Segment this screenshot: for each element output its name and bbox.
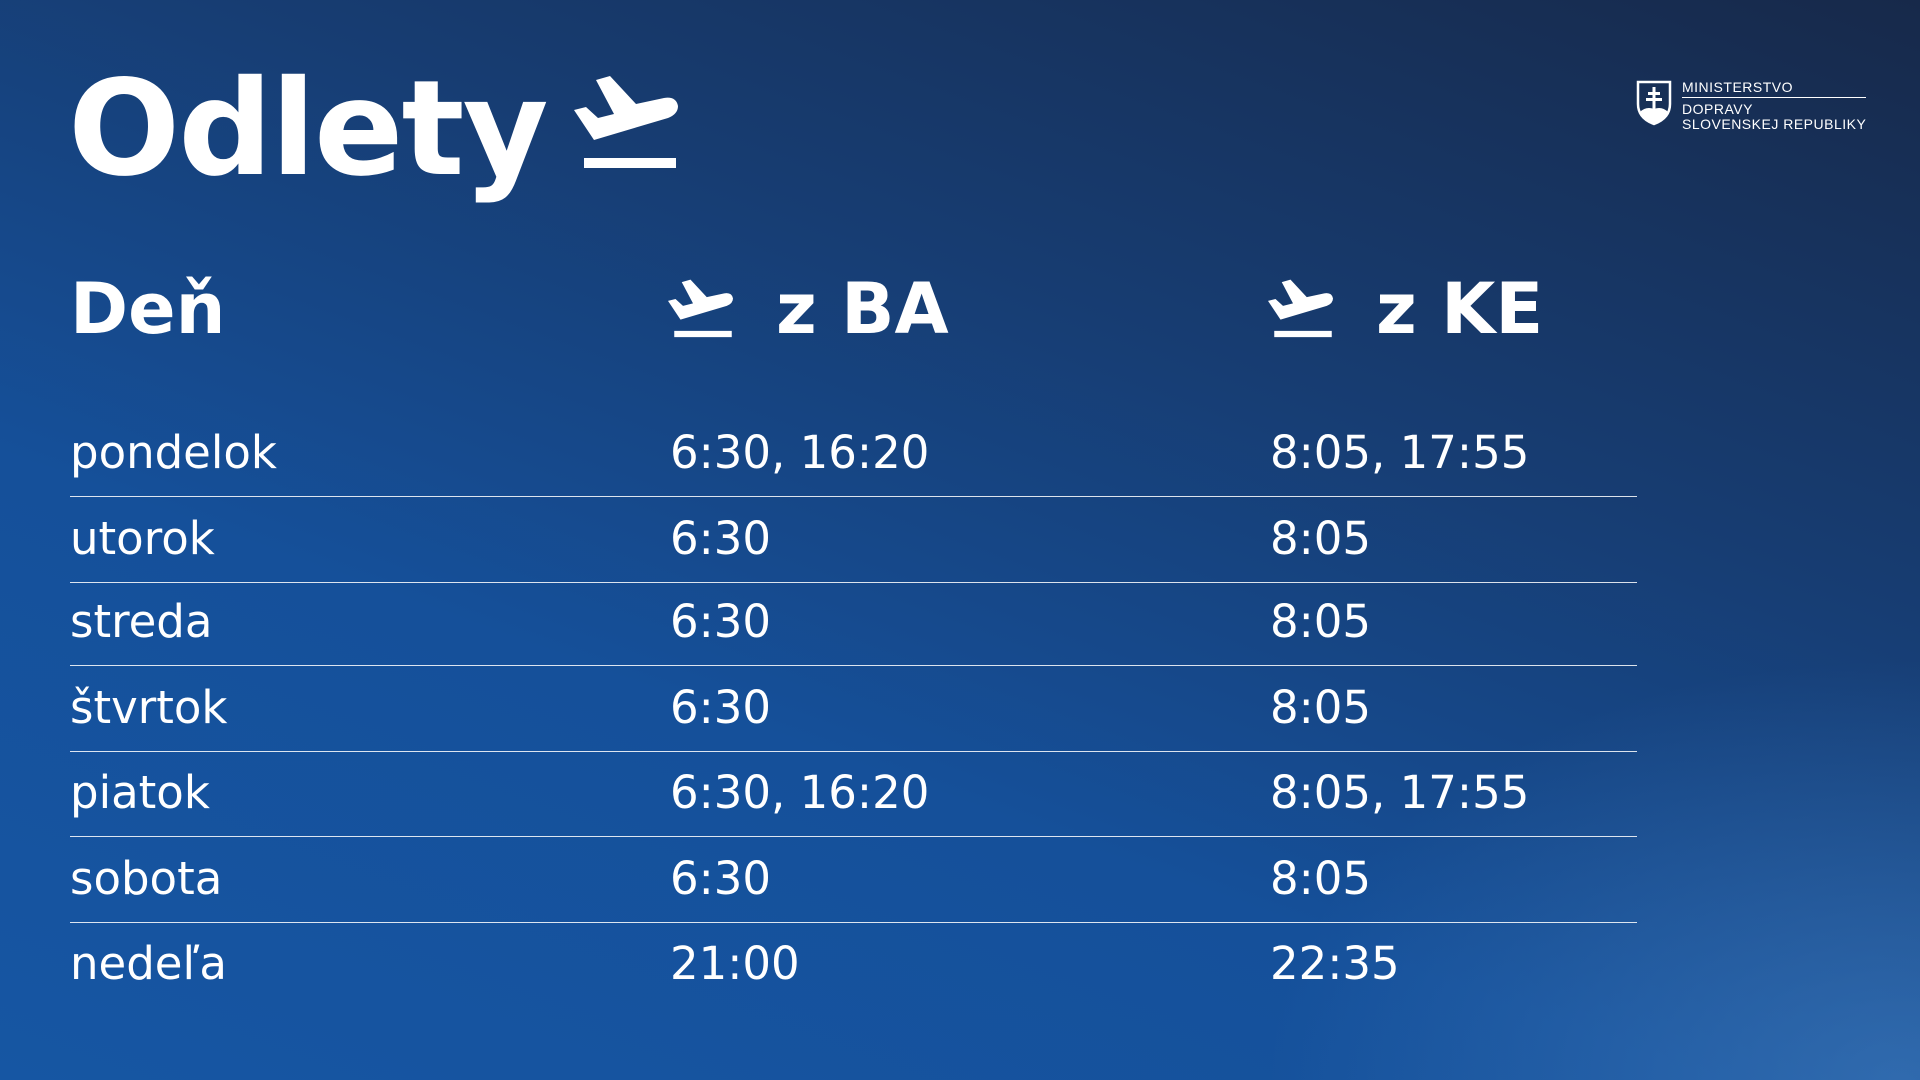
day-cell: nedeľa (70, 937, 227, 990)
ministry-logo: MINISTERSTVO DOPRAVY SLOVENSKEJ REPUBLIK… (1636, 80, 1867, 132)
table-row: streda 6:30 8:05 (70, 579, 1637, 666)
day-cell: piatok (70, 766, 210, 819)
page-title: Odlety (68, 52, 549, 206)
header-day-label: Deň (70, 268, 226, 350)
ke-time-cell: 8:05 (1270, 681, 1372, 734)
table-row: piatok 6:30, 16:20 8:05, 17:55 (70, 750, 1637, 837)
day-cell: štvrtok (70, 681, 228, 734)
ba-time-cell: 6:30 (670, 852, 772, 905)
header-day: Deň (70, 268, 225, 350)
slovak-coat-of-arms-icon (1636, 80, 1672, 126)
ba-time-cell: 6:30 (670, 595, 772, 648)
table-row: štvrtok 6:30 8:05 (70, 665, 1637, 752)
header-ba: z BA (668, 268, 949, 350)
header-ba-label: z BA (776, 268, 949, 350)
airplane-takeoff-icon (668, 279, 733, 338)
ke-time-cell: 8:05, 17:55 (1270, 766, 1530, 819)
airplane-takeoff-icon (1268, 279, 1333, 338)
day-cell: streda (70, 595, 213, 648)
table-row: sobota 6:30 8:05 (70, 836, 1637, 923)
logo-line-2: DOPRAVY (1682, 101, 1753, 117)
day-cell: sobota (70, 852, 223, 905)
airplane-takeoff-icon (574, 76, 678, 168)
ke-time-cell: 8:05 (1270, 595, 1372, 648)
ba-time-cell: 21:00 (670, 937, 800, 990)
day-cell: utorok (70, 512, 215, 565)
ba-time-cell: 6:30, 16:20 (670, 766, 930, 819)
ba-time-cell: 6:30, 16:20 (670, 426, 930, 479)
ba-time-cell: 6:30 (670, 681, 772, 734)
ke-time-cell: 8:05 (1270, 852, 1372, 905)
ba-time-cell: 6:30 (670, 512, 772, 565)
table-row: utorok 6:30 8:05 (70, 496, 1637, 583)
table-row: pondelok 6:30, 16:20 8:05, 17:55 (70, 410, 1637, 497)
logo-line-1: MINISTERSTVO (1682, 80, 1867, 98)
header-ke-label: z KE (1376, 268, 1544, 350)
logo-line-3: SLOVENSKEJ REPUBLIKY (1682, 116, 1867, 132)
table-row: nedeľa 21:00 22:35 (70, 921, 1637, 1007)
ke-time-cell: 8:05 (1270, 512, 1372, 565)
ke-time-cell: 8:05, 17:55 (1270, 426, 1530, 479)
ke-time-cell: 22:35 (1270, 937, 1400, 990)
header-ke: z KE (1268, 268, 1543, 350)
day-cell: pondelok (70, 426, 277, 479)
